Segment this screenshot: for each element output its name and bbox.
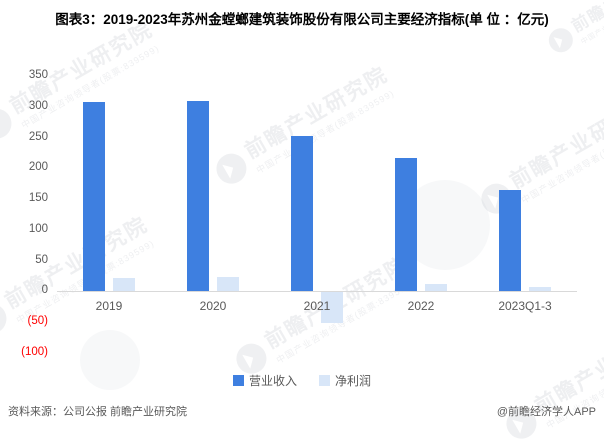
legend-item-净利润: 净利润 — [319, 372, 371, 389]
plot-area: 2019 2020 2021 2022 2023Q1-3 — [57, 76, 577, 353]
bar-营业收入-2019 — [83, 101, 105, 292]
bar-营业收入-2020 — [187, 100, 209, 292]
bar-净利润-2019 — [113, 277, 135, 292]
y-tick-label: 50 — [35, 253, 48, 266]
x-axis-label: 2023Q1-3 — [498, 299, 552, 314]
legend-swatch-icon — [319, 375, 330, 386]
bar-营业收入-2021 — [291, 136, 313, 292]
y-tick-label: 200 — [28, 161, 48, 174]
x-axis-label: 2020 — [199, 299, 227, 314]
x-axis-label: 2022 — [407, 299, 435, 314]
legend: 营业收入 净利润 — [0, 372, 604, 389]
y-tick-label: (50) — [27, 315, 48, 328]
legend-item-营业收入: 营业收入 — [232, 372, 297, 389]
y-tick-label: 300 — [28, 99, 48, 112]
x-axis-label: 2019 — [95, 299, 123, 314]
source-note: 资料来源：公司公报 前瞻产业研究院 — [8, 406, 188, 418]
y-tick-label: 250 — [28, 130, 48, 143]
y-tick-label: 150 — [28, 192, 48, 205]
x-axis-line — [57, 291, 577, 293]
legend-swatch-icon — [232, 375, 244, 386]
watermark-tagline: 中国产业咨询领导者(股票:839599) — [579, 0, 604, 46]
bar-净利润-2021 — [321, 292, 343, 323]
y-tick-label: 350 — [28, 69, 48, 81]
legend-label: 净利润 — [335, 374, 372, 388]
bar-净利润-2023Q1-3 — [529, 287, 551, 292]
bar-净利润-2022 — [425, 284, 447, 292]
legend-label: 营业收入 — [248, 374, 297, 388]
y-tick-label: 0 — [41, 284, 48, 297]
y-axis: 350 300 250 200 150 100 50 0 (50) (100) — [0, 69, 48, 358]
x-axis-label: 2021 — [303, 299, 331, 314]
bar-净利润-2020 — [217, 277, 239, 292]
bar-营业收入-2023Q1-3 — [499, 190, 521, 292]
y-tick-label: (100) — [21, 346, 48, 358]
y-tick-label: 100 — [28, 222, 48, 235]
credit-note: @前瞻经济学人APP — [496, 406, 596, 418]
bar-营业收入-2022 — [395, 158, 417, 292]
chart-title: 图表3：2019-2023年苏州金螳螂建筑装饰股份有限公司主要经济指标(单 位 … — [55, 12, 549, 27]
